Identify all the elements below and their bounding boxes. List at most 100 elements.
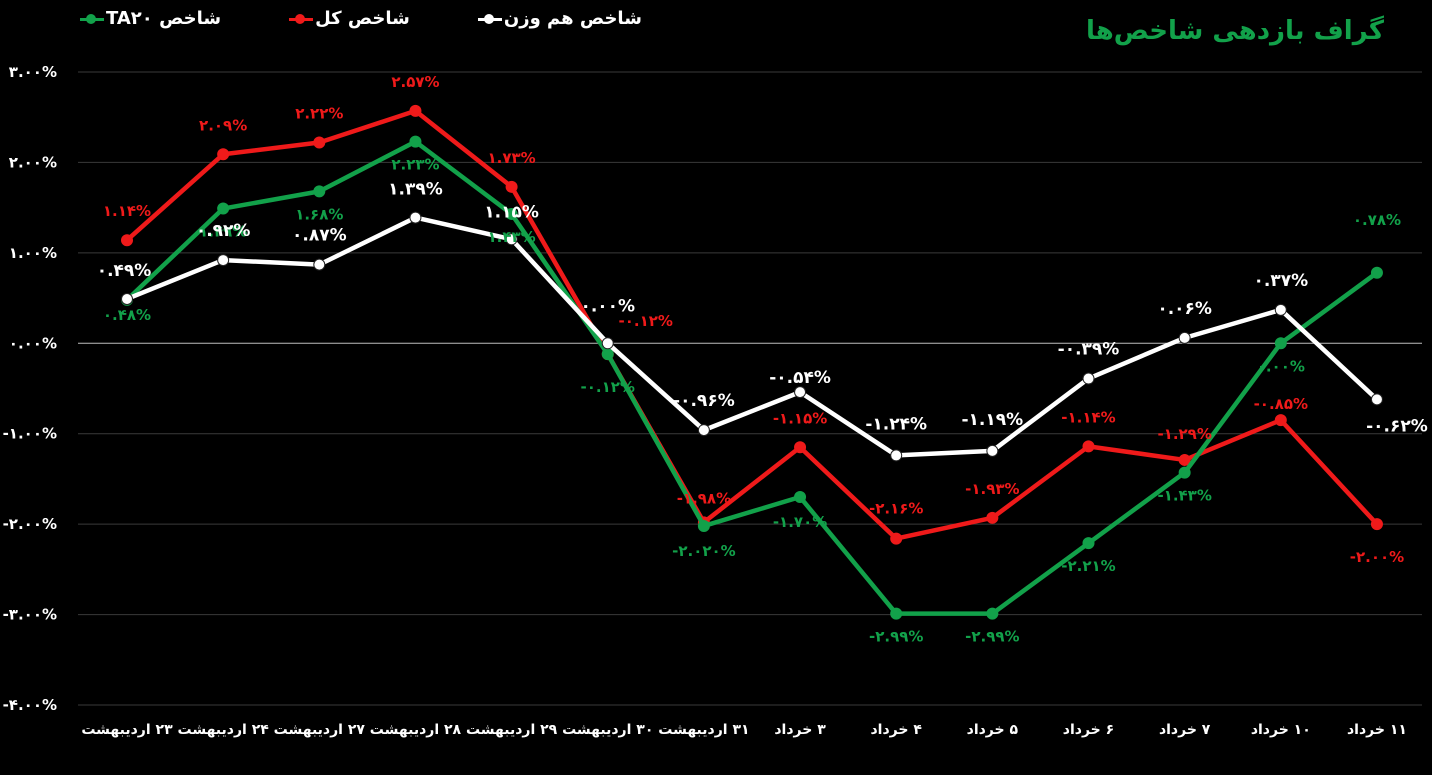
data-label: -۲.۱۶% [869,500,923,518]
legend-item-total: شاخص کل [289,8,410,29]
data-label: -۱.۹۸% [677,489,731,507]
data-label: -۱.۹۳% [965,480,1019,498]
y-tick-label: ۲.۰۰% [9,153,57,171]
data-point [1274,337,1287,350]
data-label: -۲.۹۹% [869,628,923,646]
data-label: ۱.۱۴% [103,202,151,220]
data-point [1274,414,1287,427]
data-point [697,424,710,437]
data-label: -۱.۲۴% [865,414,927,434]
legend-marker-total [289,13,314,25]
data-label: -۱.۱۴% [1061,408,1115,426]
data-point [986,444,999,457]
data-point [409,211,422,224]
data-label: ۰.۴۸% [103,306,151,324]
data-point [1370,393,1383,406]
data-point [505,207,518,220]
x-tick-label: ۱۰ خرداد [1251,722,1311,738]
data-point [890,449,903,462]
data-label: ۲.۵۷% [391,73,439,91]
x-tick-label: ۲۴ اردیبهشت [178,722,270,738]
data-point [1178,453,1191,466]
data-label: -۰.۹۶% [673,391,735,411]
series-2 [121,211,1383,462]
data-label: ۰.۳۷% [1253,271,1308,291]
data-point [505,180,518,193]
legend-item-ta20: شاخص TA۲۰ [80,8,221,29]
data-point [601,337,614,350]
data-point [1274,303,1287,316]
legend-marker-ta20 [80,13,104,25]
data-label: -۱.۱۵% [773,409,827,427]
data-label: ۰.۷۸% [1353,211,1401,229]
data-label: ۰.۰۶% [1157,299,1212,319]
legend-label-equal-weight: شاخص هم وزن [503,8,642,29]
data-point [1370,518,1383,531]
series-line [124,215,1380,458]
data-point [409,104,422,117]
y-tick-label: ۱.۰۰% [9,244,57,262]
data-point [505,233,518,246]
data-label: ۰.۹۲% [196,221,251,241]
data-label: -۰.۱۲% [619,312,673,330]
legend-item-equal-weight: شاخص هم وزن [477,8,642,29]
data-point [601,348,614,361]
x-tick-label: ۲۸ اردیبهشت [370,722,462,738]
data-point [121,292,133,305]
x-tick-label: ۶ خرداد [1063,722,1114,738]
x-tick-label: ۳ خرداد [774,722,826,738]
data-point [409,135,422,148]
data-label: ۱.۱۵% [484,202,539,222]
data-point [986,607,999,620]
x-tick-label: ۳۱ اردیبهشت [658,722,749,738]
data-label: ۰.۸۷% [292,226,347,246]
data-label: -۰.۱۲% [581,378,635,396]
x-tick-label: ۲۹ اردیبهشت [466,722,558,738]
series-line [124,139,1380,616]
data-label: -۲.۲۱% [1061,557,1115,575]
x-tick-label: ۵ خرداد [967,722,1019,738]
data-point [1082,537,1095,550]
data-point [217,254,230,267]
data-point [890,607,903,620]
series-line [124,108,1380,541]
data-label: ۱.۴۳% [487,228,535,246]
series-1 [121,104,1383,545]
data-label: -۱.۴۳% [1157,487,1211,505]
data-point [794,386,807,399]
data-label: -۰.۶۲% [1366,416,1428,436]
data-point [1178,331,1191,344]
data-label: ۲.۰۹% [199,116,247,134]
data-point [217,148,230,161]
data-point [890,532,903,545]
series-0 [121,135,1383,620]
data-label: ۱.۳۹% [388,180,443,200]
data-label: -۲.۹۹% [965,628,1019,646]
data-label: ۱.۴۹% [199,223,247,241]
data-label: -۱.۷۰% [773,513,827,531]
data-point [217,202,230,215]
data-label: ۰.۴۹% [97,261,152,281]
data-point [794,441,807,454]
data-label: ۱.۶۸% [295,205,343,223]
x-tick-label: ۲۳ اردیبهشت [81,722,173,738]
data-point [697,519,710,532]
legend-label-ta20: شاخص TA۲۰ [106,8,222,29]
data-point [794,491,807,504]
data-label: ۲.۲۳% [391,156,439,174]
y-tick-label: ۳.۰۰% [9,63,57,81]
data-label: -۲.۰۰% [1350,548,1404,566]
y-tick-label: ۰.۰۰% [9,334,57,352]
data-label: -۰.۵۴% [769,368,831,388]
data-point [1178,466,1191,479]
data-label: ۰.۰۰% [580,296,635,316]
x-tick-label: ۱۱ خرداد [1347,722,1407,738]
data-point [313,136,326,149]
y-tick-label: -۱.۰۰% [3,425,57,443]
x-tick-label: ۴ خرداد [871,722,923,738]
data-label: ۲.۲۲% [295,105,343,123]
x-tick-label: ۳۰ اردیبهشت [562,722,653,738]
data-label: -۱.۲۹% [1157,425,1211,443]
legend: شاخص TA۲۰ شاخص کل شاخص هم وزن [80,8,642,29]
data-label: ۱.۷۳% [487,149,535,167]
